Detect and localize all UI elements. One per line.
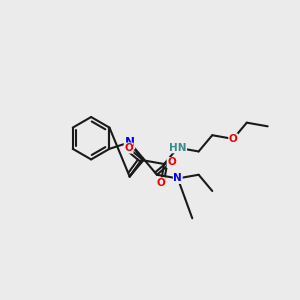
Text: O: O: [157, 178, 165, 188]
Text: O: O: [167, 158, 176, 167]
Text: HN: HN: [169, 143, 187, 153]
Text: N: N: [124, 136, 135, 149]
Text: N: N: [173, 173, 182, 183]
Text: O: O: [229, 134, 238, 144]
Text: O: O: [124, 143, 133, 153]
